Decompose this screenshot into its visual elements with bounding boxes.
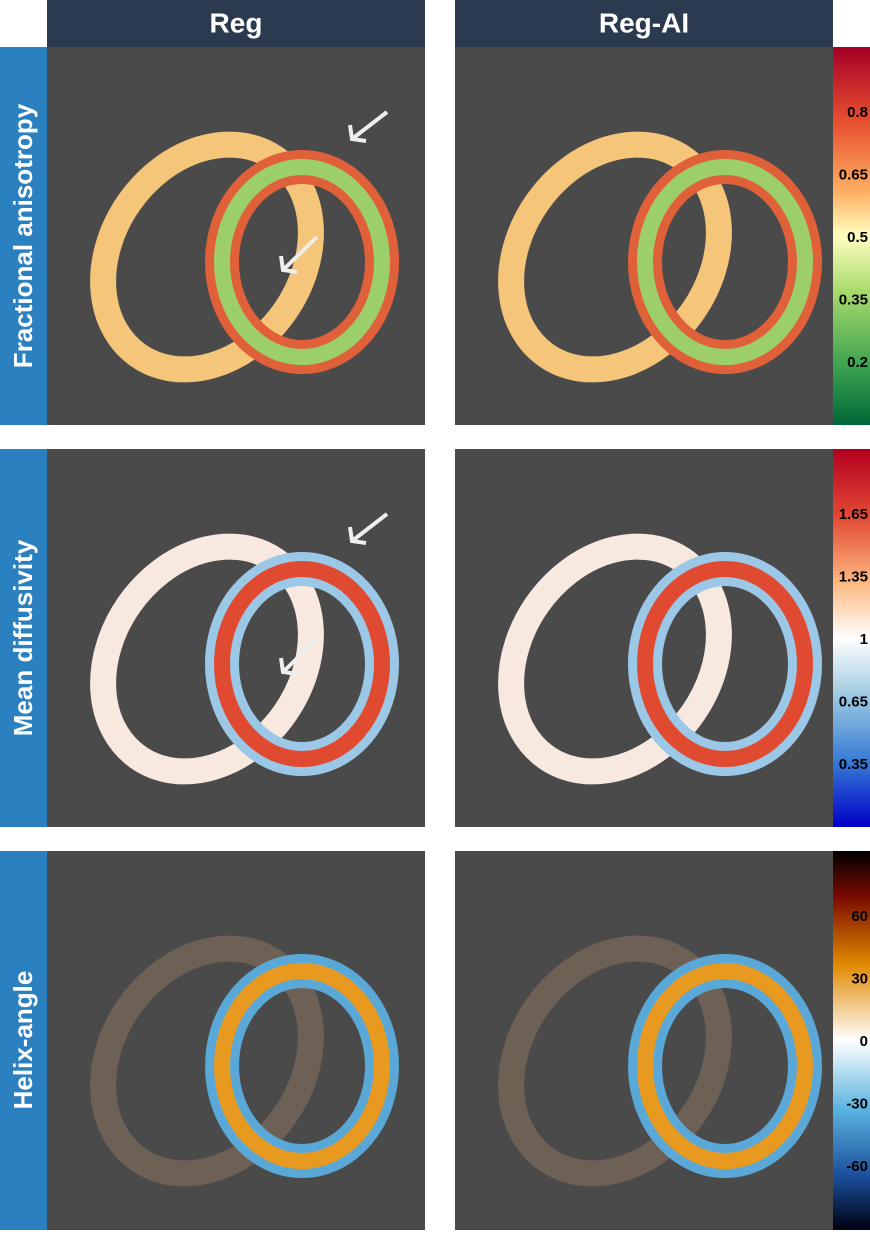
colorbar-tick-label: -60 (846, 1158, 868, 1175)
row-header (0, 851, 47, 1230)
image-panel (47, 449, 425, 827)
row-title: Helix-angle (8, 971, 38, 1110)
image-panel (455, 47, 833, 425)
lv-ring (214, 561, 390, 767)
row-header (0, 47, 47, 425)
lv-ring (637, 561, 813, 767)
colorbar (833, 851, 870, 1230)
colorbar-tick-label: 1.65 (839, 506, 868, 523)
arrow (350, 110, 389, 141)
rv-ring (498, 131, 732, 383)
colorbar-tick-label: 0.35 (839, 291, 868, 308)
colorbar-tick-label: 30 (851, 970, 868, 987)
arrow-head (348, 526, 367, 545)
colorbar-tick-label: 0.2 (847, 354, 868, 371)
arrow-head (279, 255, 298, 274)
colorbar-tick-label: 0.65 (839, 166, 868, 183)
lv-ring (214, 963, 390, 1169)
rv-ring (498, 533, 732, 785)
lv-ring (637, 159, 813, 365)
arrow (281, 637, 319, 674)
column-header (47, 0, 425, 47)
row-title: Mean diffusivity (8, 539, 38, 736)
colorbar-tick-label: 0.5 (847, 229, 868, 246)
arrow-head (279, 657, 298, 676)
row-title: Fractional anisotropy (8, 103, 38, 368)
rv-ring (498, 935, 732, 1187)
colorbar (833, 449, 870, 827)
colorbar-tick-label: 0.8 (847, 104, 868, 121)
colorbar-tick-label: 1.35 (839, 568, 868, 585)
arrow-head (348, 124, 367, 143)
lv-ring (214, 159, 390, 365)
row-header (0, 449, 47, 827)
arrow (281, 235, 319, 272)
lv-ring (637, 963, 813, 1169)
colorbar-tick-label: 0.35 (839, 756, 868, 773)
image-panel (455, 851, 833, 1230)
colorbar-tick-label: -30 (846, 1095, 868, 1112)
image-panel (47, 47, 425, 425)
colorbar-tick-label: 60 (851, 908, 868, 925)
image-panel (455, 449, 833, 827)
image-panel (47, 851, 425, 1230)
colorbar (833, 47, 870, 425)
column-title: Reg-AI (599, 7, 689, 38)
column-title: Reg (210, 7, 263, 38)
colorbar-tick-label: 0 (860, 1033, 868, 1050)
arrow (350, 512, 389, 543)
colorbar-tick-label: 1 (860, 631, 868, 648)
colorbar-tick-label: 0.65 (839, 693, 868, 710)
column-header (455, 0, 833, 47)
